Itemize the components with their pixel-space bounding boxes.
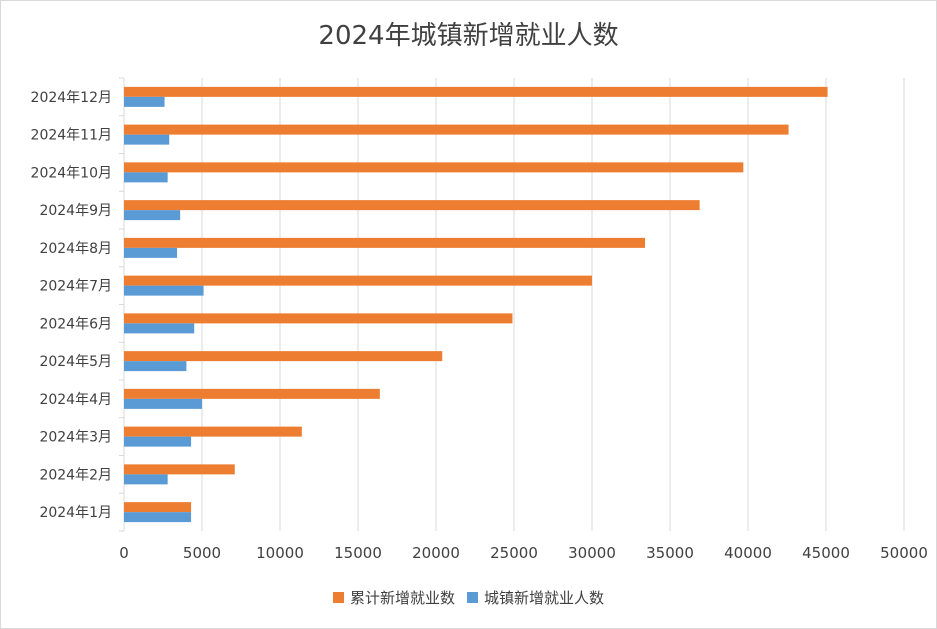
bar-monthly	[124, 134, 170, 145]
bar-monthly	[124, 398, 202, 409]
bar-cumulative	[124, 237, 646, 248]
bar-cumulative	[124, 388, 380, 399]
x-tick-label: 40000	[724, 544, 772, 562]
y-tick-label: 2024年9月	[39, 203, 112, 219]
legend: 累计新增就业数 城镇新增就业人数	[1, 587, 936, 608]
y-tick-label: 2024年8月	[39, 241, 112, 257]
bar-monthly	[124, 247, 178, 258]
x-tick-label: 10000	[256, 544, 304, 562]
y-tick-label: 2024年6月	[39, 316, 112, 332]
bar-monthly	[124, 512, 192, 523]
bar-monthly	[124, 474, 168, 485]
x-tick-label: 45000	[802, 544, 850, 562]
y-tick-label: 2024年12月	[31, 90, 112, 106]
bar-cumulative	[124, 275, 592, 286]
bar-cumulative	[124, 200, 700, 211]
y-tick-label: 2024年4月	[39, 392, 112, 408]
bar-monthly	[124, 436, 192, 447]
bar-cumulative	[124, 124, 789, 135]
bar-cumulative	[124, 464, 235, 475]
x-tick-label: 5000	[183, 544, 221, 562]
y-tick-label: 2024年10月	[31, 165, 112, 181]
legend-item-monthly: 城镇新增就业人数	[467, 587, 604, 608]
y-tick-label: 2024年3月	[39, 430, 112, 446]
x-tick-label: 50000	[880, 544, 928, 562]
legend-swatch-monthly	[467, 592, 478, 603]
y-tick-label: 2024年7月	[39, 279, 112, 295]
bar-monthly	[124, 323, 195, 334]
y-tick-label: 2024年2月	[39, 467, 112, 483]
y-tick-label: 2024年1月	[39, 505, 112, 521]
x-tick-label: 30000	[568, 544, 616, 562]
bar-cumulative	[124, 313, 513, 324]
bar-cumulative	[124, 162, 744, 173]
y-tick-label: 2024年11月	[31, 128, 112, 144]
bar-monthly	[124, 361, 187, 372]
bar-monthly	[124, 285, 204, 296]
x-tick-label: 35000	[646, 544, 694, 562]
x-tick-label: 0	[119, 544, 129, 562]
bar-monthly	[124, 172, 168, 183]
bar-cumulative	[124, 426, 302, 437]
x-tick-label: 15000	[334, 544, 382, 562]
bar-monthly	[124, 96, 165, 107]
legend-label-cumulative: 累计新增就业数	[349, 589, 455, 607]
chart-title: 2024年城镇新增就业人数	[318, 21, 619, 51]
bar-cumulative	[124, 351, 443, 362]
y-tick-label: 2024年5月	[39, 354, 112, 370]
x-tick-label: 20000	[412, 544, 460, 562]
x-tick-label: 25000	[490, 544, 538, 562]
legend-item-cumulative: 累计新增就业数	[332, 587, 455, 608]
legend-label-monthly: 城镇新增就业人数	[484, 589, 605, 607]
bar-cumulative	[124, 86, 828, 97]
legend-swatch-cumulative	[332, 592, 344, 603]
bar-monthly	[124, 210, 181, 221]
bar-cumulative	[124, 502, 192, 513]
